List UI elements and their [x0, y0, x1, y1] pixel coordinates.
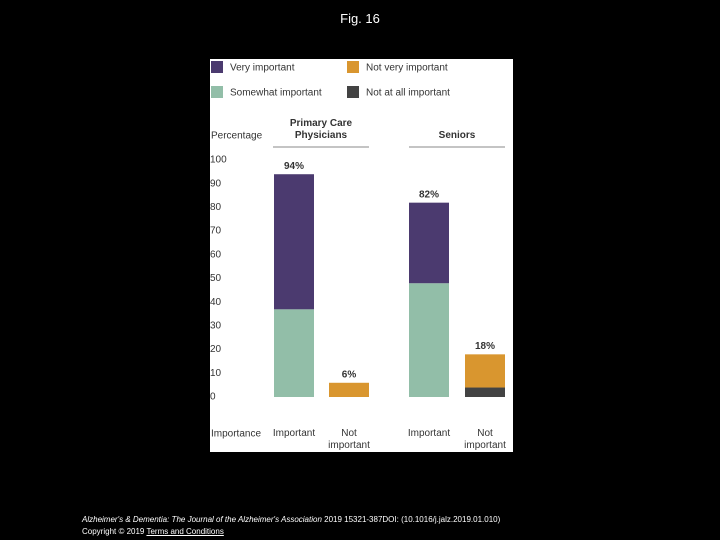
legend-swatch	[211, 61, 223, 73]
slide-title: Fig. 16	[340, 11, 380, 26]
bar-segment	[274, 309, 314, 397]
terms-link[interactable]: Terms and Conditions	[146, 527, 224, 536]
legend-label: Not very important	[366, 63, 448, 74]
group-header: Seniors	[438, 130, 476, 141]
legend-swatch	[211, 86, 223, 98]
bar-segment	[274, 174, 314, 310]
y-tick-label: 0	[210, 392, 216, 403]
y-axis-label: Percentage	[211, 131, 263, 142]
total-label: 94%	[284, 161, 304, 172]
y-tick-label: 90	[210, 178, 222, 189]
y-tick-label: 80	[210, 202, 222, 213]
copyright: Copyright © 2019	[82, 527, 147, 536]
total-label: 82%	[419, 189, 439, 200]
bar-segment	[465, 387, 505, 397]
y-tick-label: 50	[210, 273, 222, 284]
y-tick-label: 20	[210, 344, 222, 355]
journal: Alzheimer's & Dementia: The Journal of t…	[82, 515, 322, 524]
y-tick-label: 60	[210, 249, 222, 260]
y-tick-label: 10	[210, 368, 222, 379]
bar-segment	[329, 382, 369, 397]
y-tick-label: 30	[210, 321, 222, 332]
x-axis-label: Importance	[211, 429, 261, 440]
y-tick-label: 40	[210, 297, 222, 308]
total-label: 6%	[342, 369, 357, 380]
legend-label: Somewhat important	[230, 88, 322, 99]
y-tick-label: 100	[210, 155, 227, 166]
legend-swatch	[347, 86, 359, 98]
bar-segment	[409, 202, 449, 284]
citation: 2019 15321-387DOI: (10.1016/j.jalz.2019.…	[321, 515, 501, 524]
y-tick-label: 70	[210, 226, 222, 237]
bar-segment	[409, 283, 449, 397]
group-header: Primary Care Physicians	[289, 118, 353, 141]
x-tick-label: Important	[407, 428, 451, 439]
total-label: 18%	[475, 341, 495, 352]
x-tick-label: Not important	[328, 428, 370, 451]
footer: Alzheimer's & Dementia: The Journal of t…	[82, 514, 500, 538]
legend-label: Very important	[230, 63, 295, 74]
legend-label: Not at all important	[366, 88, 450, 99]
bar-segment	[465, 354, 505, 388]
legend-swatch	[347, 61, 359, 73]
x-tick-label: Important	[272, 428, 316, 439]
x-tick-label: Not important	[464, 428, 506, 451]
